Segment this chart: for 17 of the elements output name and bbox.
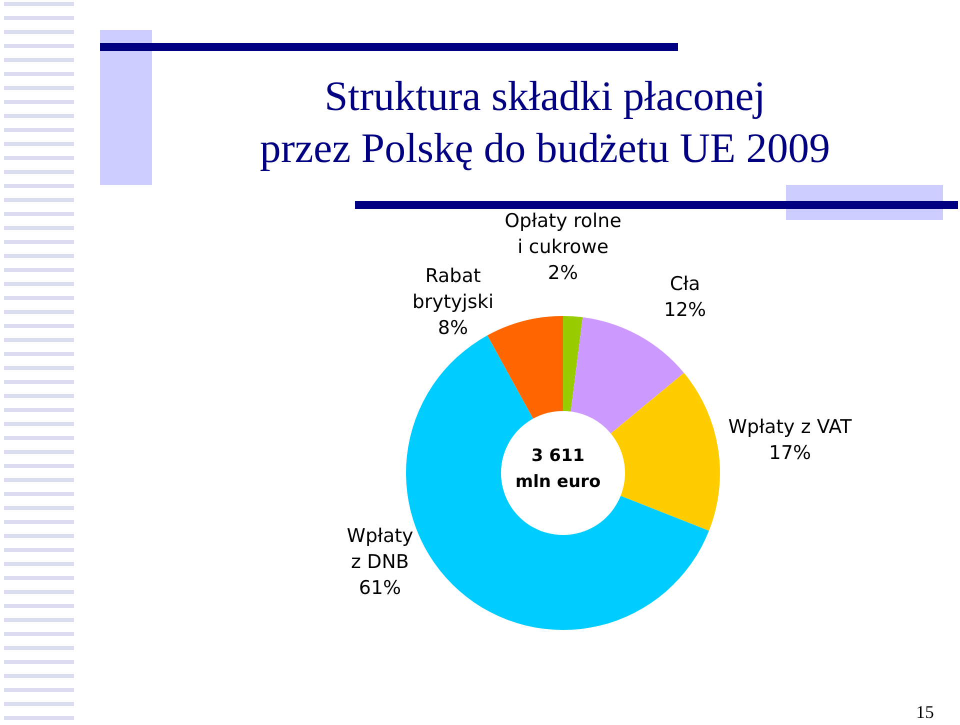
text: 15: [916, 702, 934, 722]
donut-slice: [570, 317, 684, 434]
slice-label: Wpłaty z DNB: [346, 525, 414, 573]
text: 3 611 mln euro: [515, 446, 601, 492]
data-label: 61%: [358, 577, 402, 599]
donut-slice: [563, 316, 583, 412]
slice-label: Wpłaty z VAT: [728, 416, 852, 438]
donut-slice: [487, 316, 563, 419]
donut-slice: [610, 372, 720, 531]
data-label: 17%: [768, 442, 812, 464]
data-label: 8%: [438, 317, 468, 339]
data-label: 2%: [548, 262, 578, 284]
slice-label: Cła: [670, 273, 700, 295]
chart-title: Struktura składki płaconej przez Polskę do budżetu UE 2009: [260, 74, 830, 172]
data-label: 12%: [664, 299, 706, 321]
slice-label: Rabat brytyjski: [412, 265, 494, 313]
slice-label: Opłaty rolne i cukrowe: [504, 210, 622, 258]
